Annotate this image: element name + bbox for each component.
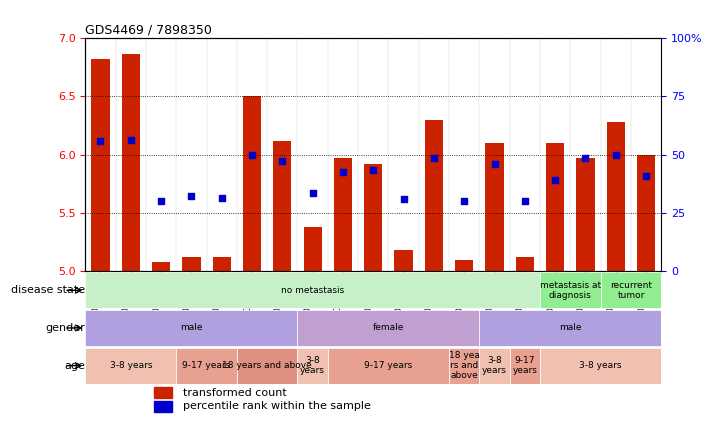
FancyBboxPatch shape — [601, 272, 661, 308]
Text: 3-8
years: 3-8 years — [300, 356, 325, 375]
Bar — [334, 158, 352, 272]
Point — [428, 155, 439, 162]
Text: 3-8 years: 3-8 years — [109, 361, 152, 370]
Text: 3-8 years: 3-8 years — [579, 361, 622, 370]
Bar — [515, 258, 534, 272]
Bar — [546, 143, 565, 272]
Bar — [304, 227, 322, 272]
Point — [610, 151, 621, 158]
Bar — [637, 155, 655, 272]
Point — [95, 137, 106, 144]
Point — [550, 177, 561, 184]
Point — [186, 192, 197, 199]
FancyBboxPatch shape — [510, 348, 540, 384]
Text: male: male — [559, 324, 582, 332]
Point — [459, 198, 470, 205]
Bar — [395, 250, 412, 272]
Bar — [92, 59, 109, 272]
Text: 18 yea
rs and
above: 18 yea rs and above — [449, 351, 480, 381]
FancyBboxPatch shape — [297, 310, 479, 346]
Point — [277, 157, 288, 164]
Text: GDS4469 / 7898350: GDS4469 / 7898350 — [85, 24, 212, 37]
Text: 3-8
years: 3-8 years — [482, 356, 507, 375]
Bar — [182, 258, 201, 272]
Text: metastasis at
diagnosis: metastasis at diagnosis — [540, 280, 601, 300]
Bar — [122, 55, 140, 272]
Bar — [364, 164, 383, 272]
Bar — [486, 143, 503, 272]
Bar — [213, 258, 231, 272]
Text: 9-17 years: 9-17 years — [364, 361, 412, 370]
FancyBboxPatch shape — [237, 348, 297, 384]
FancyBboxPatch shape — [297, 348, 328, 384]
Point — [246, 151, 257, 158]
FancyBboxPatch shape — [85, 272, 540, 308]
Bar — [455, 260, 474, 272]
Point — [156, 198, 167, 205]
Bar — [152, 262, 170, 272]
Text: female: female — [373, 324, 404, 332]
Point — [125, 136, 137, 143]
Text: recurrent
tumor: recurrent tumor — [610, 280, 652, 300]
Point — [519, 198, 530, 205]
Text: disease state: disease state — [11, 285, 85, 295]
Point — [337, 169, 348, 176]
Text: age: age — [65, 360, 85, 371]
Bar — [154, 401, 171, 412]
Text: 18 years and above: 18 years and above — [223, 361, 312, 370]
Point — [579, 155, 591, 162]
Point — [216, 195, 228, 201]
FancyBboxPatch shape — [176, 348, 237, 384]
FancyBboxPatch shape — [85, 348, 176, 384]
Bar — [606, 122, 625, 272]
FancyBboxPatch shape — [328, 348, 449, 384]
Point — [398, 196, 410, 203]
Point — [489, 161, 501, 168]
Bar — [154, 387, 171, 398]
Text: male: male — [180, 324, 203, 332]
Bar — [424, 120, 443, 272]
FancyBboxPatch shape — [479, 348, 510, 384]
Text: gender: gender — [46, 323, 85, 333]
FancyBboxPatch shape — [449, 348, 479, 384]
Text: 9-17
years: 9-17 years — [513, 356, 538, 375]
Bar — [243, 96, 261, 272]
Bar — [273, 141, 292, 272]
FancyBboxPatch shape — [540, 272, 601, 308]
FancyBboxPatch shape — [479, 310, 661, 346]
Point — [641, 173, 652, 179]
Text: 9-17 years: 9-17 years — [183, 361, 230, 370]
Text: transformed count: transformed count — [183, 388, 287, 398]
FancyBboxPatch shape — [85, 310, 297, 346]
Bar — [577, 158, 594, 272]
Point — [368, 167, 379, 173]
Text: percentile rank within the sample: percentile rank within the sample — [183, 401, 371, 412]
Point — [307, 190, 319, 197]
Text: no metastasis: no metastasis — [281, 286, 344, 295]
FancyBboxPatch shape — [540, 348, 661, 384]
